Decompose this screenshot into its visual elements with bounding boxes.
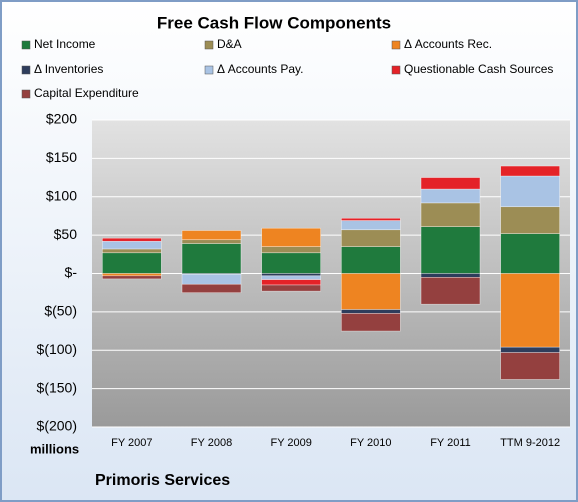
x-tick-label: FY 2007 <box>111 437 152 449</box>
legend-swatch <box>21 40 31 50</box>
y-tick-label: $(150) <box>37 379 77 395</box>
y-tick-label: $- <box>65 264 78 280</box>
legend-swatch <box>204 65 214 75</box>
y-tick-label: $100 <box>46 187 77 203</box>
y-tick-label: $(50) <box>44 303 77 319</box>
company-label: Primoris Services <box>95 472 230 489</box>
bar-segment <box>102 275 162 280</box>
bar-segment <box>261 252 321 274</box>
legend-swatch <box>391 65 401 75</box>
x-tick-label: FY 2008 <box>191 437 232 449</box>
legend-swatch <box>21 89 31 99</box>
bar-segment <box>102 252 162 274</box>
bar-segment <box>420 273 481 278</box>
bar-segment <box>181 283 242 293</box>
legend-label: Δ Inventories <box>34 62 103 76</box>
bar-segment <box>341 273 401 310</box>
bar-segment <box>341 246 401 274</box>
bar-segment <box>261 227 321 247</box>
y-tick-label: $(200) <box>37 418 77 434</box>
bar-segment <box>261 273 321 277</box>
bar-segment <box>341 229 401 247</box>
bar-segment <box>500 165 560 177</box>
bar-segment <box>181 239 242 244</box>
chart-title: Free Cash Flow Components <box>157 13 391 32</box>
bar-segment <box>341 217 401 221</box>
y-tick-label: $150 <box>46 149 77 165</box>
bar-segment <box>500 346 560 353</box>
bar-segment <box>181 230 242 241</box>
bar-segment <box>102 240 162 250</box>
legend-label: Questionable Cash Sources <box>404 62 553 76</box>
bar-segment <box>261 284 321 292</box>
bar-segment <box>341 313 401 332</box>
legend-label: Net Income <box>34 37 96 51</box>
x-tick-label: TTM 9-2012 <box>500 437 560 449</box>
bar-segment <box>102 237 162 242</box>
x-tick-label: FY 2009 <box>270 437 311 449</box>
bar-segment <box>420 226 481 274</box>
x-tick-label: FY 2011 <box>430 437 471 449</box>
bar-segment <box>341 220 401 231</box>
bar-segment <box>261 246 321 254</box>
legend-label: Δ Accounts Pay. <box>217 62 304 76</box>
legend-swatch <box>204 40 214 50</box>
bar-segment <box>181 243 242 274</box>
x-tick-label: FY 2010 <box>350 437 391 449</box>
legend-label: Capital Expenditure <box>34 86 139 100</box>
y-tick-label: $50 <box>54 226 78 242</box>
unit-label: millions <box>30 441 79 456</box>
bar-segment <box>500 273 560 348</box>
y-tick-label: $(100) <box>37 341 77 357</box>
legend-label: Δ Accounts Rec. <box>404 37 492 51</box>
bar-segment <box>420 188 481 204</box>
bar-segment <box>500 352 560 380</box>
bar-segment <box>261 279 321 286</box>
bar-segment <box>341 309 401 314</box>
bar-segment <box>500 206 560 234</box>
bar-segment <box>500 233 560 274</box>
legend-swatch <box>21 65 31 75</box>
bar-segment <box>261 275 321 280</box>
bar-segment <box>420 177 481 190</box>
bar-segment <box>102 273 162 277</box>
bar-segment <box>102 248 162 254</box>
legend-label: D&A <box>217 37 242 51</box>
y-tick-label: $200 <box>46 111 77 127</box>
legend-swatch <box>391 40 401 50</box>
bar-segment <box>420 202 481 227</box>
bar-segment <box>181 273 242 285</box>
bar-segment <box>500 175 560 208</box>
bar-segment <box>420 277 481 305</box>
